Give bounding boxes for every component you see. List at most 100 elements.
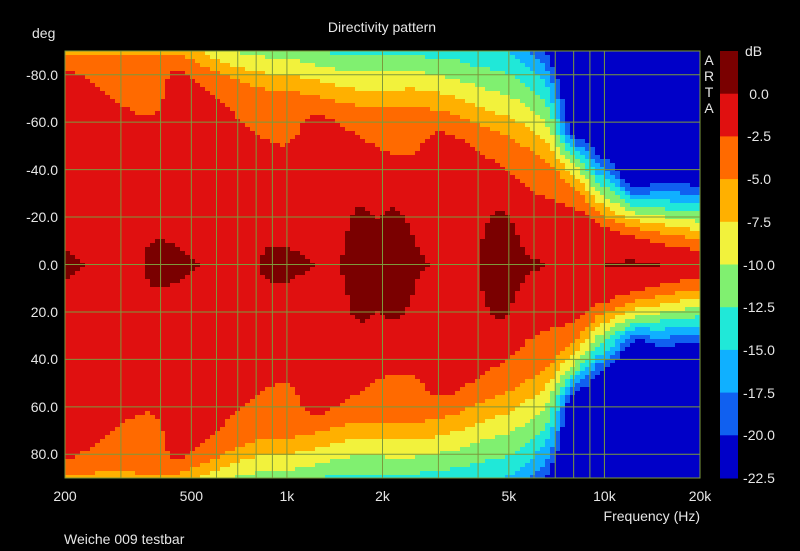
- heatmap-cell: [160, 311, 166, 316]
- heatmap-cell: [90, 431, 96, 436]
- heatmap-cell: [215, 263, 221, 268]
- heatmap-cell: [115, 471, 121, 476]
- heatmap-cell: [225, 407, 231, 412]
- heatmap-cell: [255, 343, 261, 348]
- heatmap-cell: [80, 111, 86, 116]
- heatmap-cell: [160, 343, 166, 348]
- heatmap-cell: [75, 259, 81, 264]
- heatmap-cell: [205, 179, 211, 184]
- heatmap-cell: [150, 307, 156, 312]
- heatmap-cell: [130, 279, 136, 284]
- heatmap-cell: [75, 171, 81, 176]
- heatmap-cell: [90, 471, 96, 476]
- heatmap-cell: [280, 359, 286, 364]
- heatmap-cell: [190, 347, 196, 352]
- heatmap-cell: [200, 143, 206, 148]
- heatmap-cell: [280, 327, 286, 332]
- heatmap-cell: [155, 379, 161, 384]
- heatmap-cell: [285, 171, 291, 176]
- heatmap-cell: [240, 471, 246, 476]
- heatmap-cell: [120, 127, 126, 132]
- heatmap-cell: [120, 463, 126, 468]
- heatmap-cell: [180, 475, 186, 479]
- heatmap-cell: [70, 79, 76, 84]
- heatmap-cell: [100, 331, 106, 336]
- heatmap-cell: [205, 315, 211, 320]
- heatmap-cell: [70, 55, 76, 60]
- heatmap-cell: [160, 271, 166, 276]
- heatmap-cell: [275, 343, 281, 348]
- heatmap-cell: [160, 359, 166, 364]
- heatmap-cell: [95, 51, 101, 56]
- heatmap-cell: [180, 383, 186, 388]
- heatmap-cell: [190, 95, 196, 100]
- heatmap-cell: [130, 63, 136, 68]
- heatmap-cell: [110, 363, 116, 368]
- heatmap-cell: [255, 287, 261, 292]
- heatmap-cell: [195, 287, 201, 292]
- heatmap-cell: [280, 291, 286, 296]
- heatmap-cell: [70, 291, 76, 296]
- heatmap-cell: [265, 459, 271, 464]
- heatmap-cell: [175, 103, 181, 108]
- heatmap-cell: [275, 283, 281, 288]
- heatmap-cell: [95, 307, 101, 312]
- heatmap-cell: [75, 199, 81, 204]
- heatmap-cell: [215, 51, 221, 56]
- heatmap-cell: [130, 71, 136, 76]
- heatmap-cell: [180, 287, 186, 292]
- heatmap-cell: [230, 371, 236, 376]
- heatmap-cell: [100, 439, 106, 444]
- heatmap-cell: [220, 171, 226, 176]
- heatmap-cell: [105, 455, 111, 460]
- heatmap-cell: [125, 359, 131, 364]
- heatmap-cell: [135, 375, 141, 380]
- heatmap-cell: [240, 191, 246, 196]
- heatmap-cell: [125, 335, 131, 340]
- heatmap-cell: [225, 171, 231, 176]
- heatmap-cell: [115, 147, 121, 152]
- heatmap-cell: [140, 315, 146, 320]
- heatmap-cell: [170, 303, 176, 308]
- heatmap-cell: [75, 311, 81, 316]
- heatmap-cell: [170, 475, 176, 479]
- heatmap-cell: [280, 219, 286, 224]
- heatmap-cell: [245, 463, 251, 468]
- heatmap-cell: [275, 431, 281, 436]
- heatmap-cell: [265, 239, 271, 244]
- heatmap-cell: [160, 395, 166, 400]
- heatmap-cell: [275, 299, 281, 304]
- heatmap-cell: [245, 419, 251, 424]
- heatmap-cell: [240, 331, 246, 336]
- heatmap-cell: [150, 227, 156, 232]
- heatmap-cell: [220, 259, 226, 264]
- heatmap-cell: [285, 163, 291, 168]
- heatmap-cell: [195, 331, 201, 336]
- heatmap-cell: [225, 91, 231, 96]
- heatmap-cell: [130, 435, 136, 440]
- heatmap-cell: [220, 91, 226, 96]
- heatmap-cell: [105, 427, 111, 432]
- heatmap-cell: [140, 391, 146, 396]
- heatmap-cell: [135, 327, 141, 332]
- heatmap-cell: [145, 183, 151, 188]
- heatmap-cell: [80, 419, 86, 424]
- heatmap-cell: [200, 379, 206, 384]
- heatmap-cell: [250, 223, 256, 228]
- heatmap-cell: [195, 447, 201, 452]
- heatmap-cell: [150, 103, 156, 108]
- heatmap-cell: [180, 159, 186, 164]
- heatmap-cell: [165, 443, 171, 448]
- heatmap-cell: [285, 179, 291, 184]
- heatmap-cell: [85, 439, 91, 444]
- heatmap-cell: [130, 263, 136, 268]
- heatmap-cell: [105, 127, 111, 132]
- heatmap-cell: [100, 235, 106, 240]
- heatmap-cell: [245, 263, 251, 268]
- heatmap-cell: [275, 127, 281, 132]
- heatmap-cell: [110, 103, 116, 108]
- heatmap-cell: [240, 163, 246, 168]
- heatmap-cell: [95, 415, 101, 420]
- heatmap-cell: [275, 307, 281, 312]
- heatmap-cell: [120, 103, 126, 108]
